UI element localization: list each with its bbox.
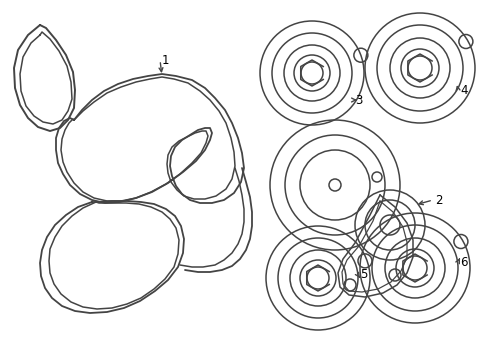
Text: 5: 5 xyxy=(359,269,366,282)
Text: 6: 6 xyxy=(459,256,467,269)
Text: 2: 2 xyxy=(434,194,442,207)
Text: 3: 3 xyxy=(354,94,362,107)
Text: 4: 4 xyxy=(459,84,467,96)
Text: 1: 1 xyxy=(162,54,169,67)
